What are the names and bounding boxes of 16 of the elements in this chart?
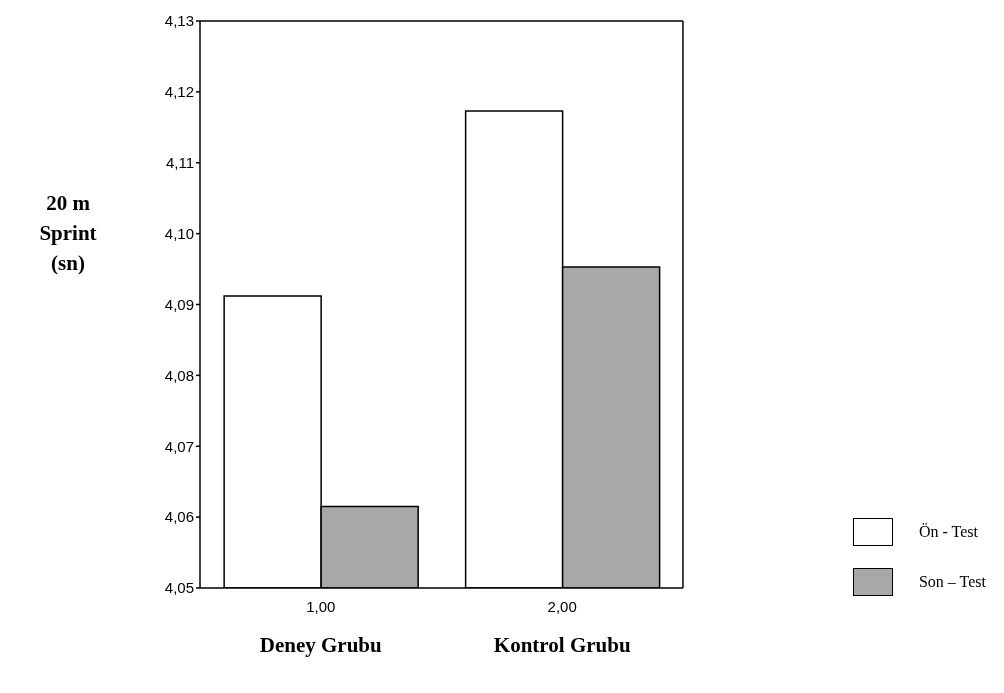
y-tick-label: 4,05 (164, 579, 194, 597)
y-tick-label: 4,06 (164, 508, 194, 526)
text: Deney Grubu (259, 633, 383, 657)
y-tick-label: 4,07 (164, 437, 194, 455)
legend-label: Son – Test (918, 573, 986, 591)
y-axis-title: 20 m Sprint (sn) (38, 190, 98, 277)
y-tick-label: 4,09 (164, 295, 194, 313)
y-tick-label: 4,11 (165, 154, 194, 172)
y-tick-label: 4,13 (164, 12, 194, 30)
x-tick-label: 1,00 (306, 598, 336, 615)
x-tick-label: 2,00 (547, 598, 577, 615)
y-tick-label: 4,10 (164, 224, 194, 242)
y-tick-label: 4,12 (164, 83, 194, 101)
text: Kontrol Grubu (493, 633, 631, 657)
y-tick-label: 4,08 (164, 366, 194, 384)
legend-label: Ön - Test (918, 523, 978, 541)
